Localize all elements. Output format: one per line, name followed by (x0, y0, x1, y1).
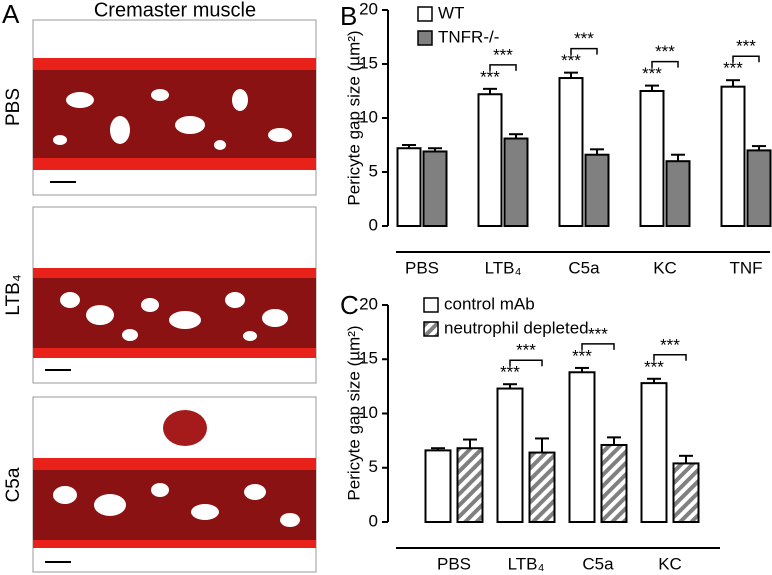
x-tick-label: KC (653, 258, 677, 277)
significance: *** (655, 42, 675, 61)
bracket (509, 359, 543, 367)
bracket (651, 60, 679, 68)
x-tick-label: C5a (568, 258, 600, 277)
y-tick-label: 15 (359, 53, 378, 72)
row-label: C5a (3, 467, 24, 502)
panel-title: Cremaster muscle (94, 0, 256, 21)
significance: *** (644, 357, 664, 376)
bar (396, 147, 422, 228)
x-tick-label: PBS (405, 258, 439, 277)
micrograph (32, 19, 317, 196)
significance: *** (736, 37, 756, 56)
legend-label: neutrophil depleted (444, 318, 589, 337)
bar (746, 149, 772, 227)
bar (424, 449, 452, 524)
bar (496, 387, 524, 524)
significance: *** (723, 59, 743, 78)
significance: *** (561, 51, 581, 70)
y-tick-label: 10 (359, 403, 378, 422)
legend-label: control mAb (444, 294, 535, 313)
micrograph (32, 206, 317, 384)
legend-swatch (417, 30, 433, 46)
bar (639, 90, 665, 227)
bracket (653, 354, 687, 361)
y-tick-label: 20 (359, 0, 378, 18)
x-tick-label: TNF (729, 258, 762, 277)
x-tick-label: PBS (437, 554, 471, 573)
bar (672, 462, 700, 524)
y-tick-label: 5 (369, 457, 378, 476)
y-tick-label: 10 (359, 107, 378, 126)
y-tick-label: 20 (359, 294, 378, 313)
x-tick-label: C5a (582, 554, 614, 573)
significance: *** (500, 363, 520, 382)
row-label: PBS (3, 88, 24, 126)
micrograph (32, 396, 317, 573)
bar (665, 160, 691, 227)
significance: *** (660, 335, 680, 354)
x-tick-label: LTB₄ (508, 554, 545, 573)
bracket (570, 47, 598, 55)
legend-label: TNFR-/- (438, 27, 499, 46)
bar (528, 451, 556, 523)
significance: *** (493, 45, 513, 64)
significance: *** (574, 29, 594, 48)
legend-swatch (423, 297, 439, 313)
bracket (732, 55, 760, 63)
bar (477, 93, 503, 227)
bracket (581, 343, 615, 350)
bar (568, 371, 596, 523)
bracket (489, 64, 517, 71)
bar (584, 153, 610, 227)
legend-swatch (423, 321, 439, 337)
bar (503, 137, 529, 228)
panel-label: B (340, 1, 357, 31)
bar (640, 382, 668, 523)
bar (456, 447, 484, 523)
y-tick-label: 5 (369, 161, 378, 180)
y-tick-label: 0 (369, 215, 378, 234)
bar (422, 150, 448, 227)
y-tick-label: 0 (369, 511, 378, 530)
y-axis-label: Pericyte gap size (µm²) (344, 30, 363, 205)
x-tick-label: KC (658, 554, 682, 573)
significance: *** (480, 67, 500, 86)
y-axis-label: Pericyte gap size (µm²) (344, 325, 363, 500)
panel-label: C (340, 290, 359, 320)
significance: *** (642, 64, 662, 83)
x-tick-label: LTB₄ (485, 258, 522, 277)
panel-label: A (2, 0, 20, 29)
row-label: LTB₄ (3, 274, 24, 315)
y-tick-label: 15 (359, 349, 378, 368)
bar (600, 443, 628, 523)
bar (558, 77, 584, 228)
legend-swatch (417, 6, 433, 22)
significance: *** (516, 341, 536, 360)
bar (720, 85, 746, 228)
significance: *** (588, 324, 608, 343)
legend-label: WT (438, 3, 464, 22)
significance: *** (572, 346, 592, 365)
